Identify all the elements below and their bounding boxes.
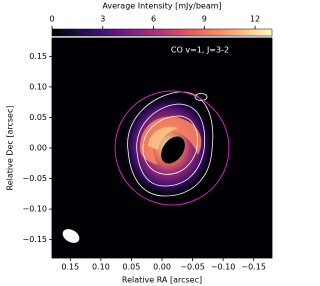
- colorbar-tick-label: 3: [100, 15, 105, 24]
- colorbar-tick-label: 6: [151, 15, 156, 24]
- colorbar-label: Average Intensity [mJy/beam]: [102, 2, 221, 11]
- emission: [62, 90, 230, 243]
- x-tick-label: −0.10: [211, 263, 236, 272]
- y-tick-label: 0.05: [29, 113, 47, 122]
- x-tick-label: 0.05: [123, 263, 141, 272]
- annotation: CO v=1, J=3-2: [171, 46, 229, 55]
- colorbar-tick-label: 9: [202, 15, 207, 24]
- y-tick-label: −0.10: [22, 205, 47, 214]
- x-tick-label: 0.15: [61, 263, 79, 272]
- x-axis-label: Relative RA [arcsec]: [122, 276, 202, 285]
- colorbar-tick-label: 12: [250, 15, 260, 24]
- y-tick-label: 0.00: [29, 144, 47, 153]
- y-tick-label: 0.10: [29, 82, 47, 91]
- x-tick-label: 0.10: [92, 263, 110, 272]
- colorbar: [51, 28, 273, 37]
- y-axis-label: Relative Dec [arcsec]: [6, 106, 15, 191]
- colorbar-tick-label: 0: [49, 15, 54, 24]
- y-tick-label: −0.05: [22, 174, 47, 183]
- x-tick-label: −0.05: [180, 263, 205, 272]
- x-tick-label: 0.00: [153, 263, 171, 272]
- x-tick-label: −0.15: [241, 263, 266, 272]
- y-tick-label: 0.15: [29, 52, 47, 61]
- y-tick-label: −0.15: [22, 235, 47, 244]
